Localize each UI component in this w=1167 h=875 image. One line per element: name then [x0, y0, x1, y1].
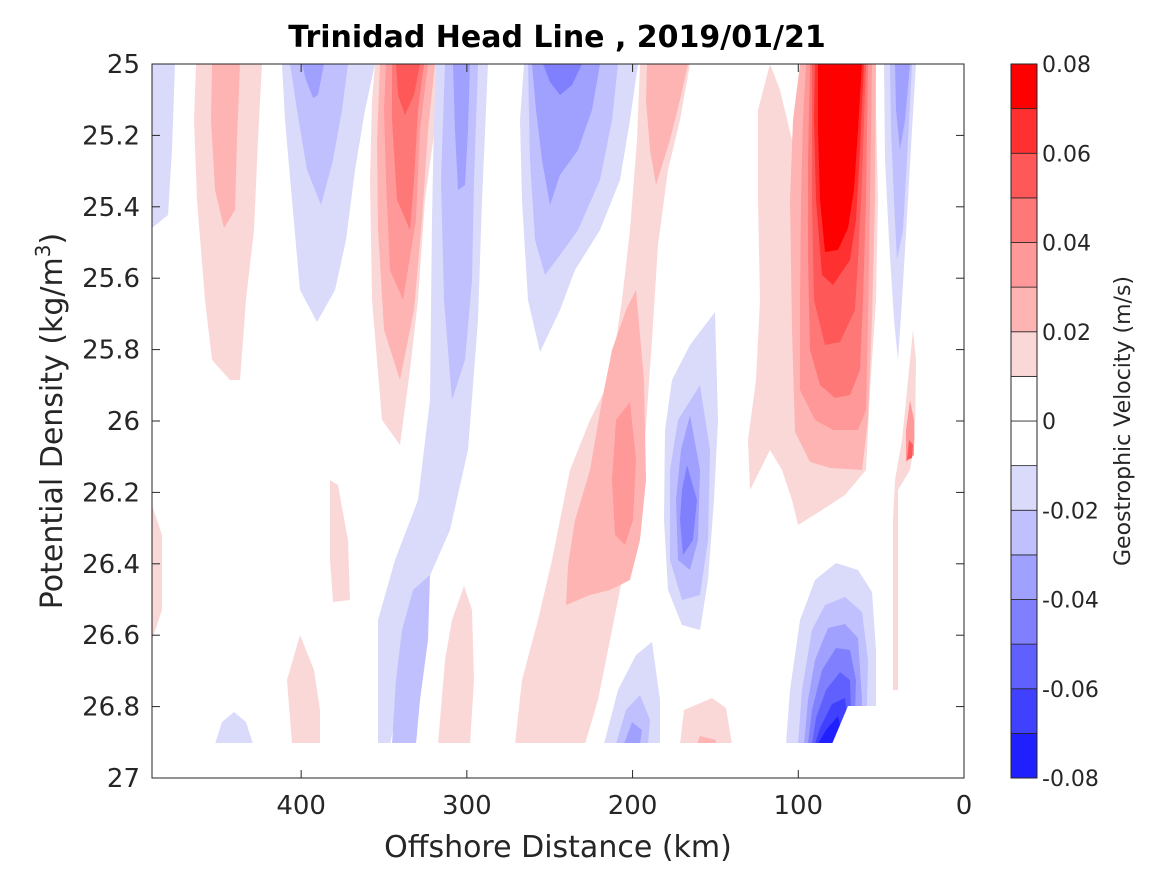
- contour-region: [194, 64, 262, 380]
- colorbar-swatch: [1010, 152, 1038, 199]
- contour-region: [152, 64, 175, 228]
- y-tick-label: 26.8: [82, 693, 140, 723]
- no-data-region: [152, 743, 964, 778]
- colorbar: 0.08 0.06 0.04 0.02 0 -0.02 -0.04 -0.06 -0.08: [1010, 53, 1099, 792]
- y-tick-label: 26.2: [82, 478, 140, 508]
- colorbar-tick-label: -0.06: [1042, 678, 1099, 703]
- contour-region: [302, 64, 324, 98]
- x-tick-label: 200: [608, 791, 658, 821]
- chart-title: Trinidad Head Line , 2019/01/21: [288, 20, 825, 55]
- x-axis-label: Offshore Distance (km): [384, 830, 732, 865]
- contour-region: [152, 505, 162, 640]
- y-tick-label: 25: [107, 50, 140, 80]
- contour-region: [532, 64, 600, 205]
- contour-region: [907, 440, 913, 460]
- contour-region: [646, 64, 688, 185]
- y-axis-label-end: ): [35, 233, 70, 245]
- contour-region: [392, 64, 424, 230]
- y-tick-label: 26.4: [82, 550, 140, 580]
- colorbar-tick-label: 0.08: [1042, 53, 1091, 78]
- contour-region: [330, 480, 350, 602]
- contour-field: [152, 64, 964, 778]
- y-tick-label: 27: [107, 764, 140, 794]
- colorbar-swatch: [1010, 197, 1038, 243]
- contour-region: [215, 712, 253, 744]
- colorbar-swatch: [1010, 465, 1038, 511]
- x-tick-label: 300: [442, 791, 492, 821]
- y-tick-label: 26.6: [82, 621, 140, 651]
- plot-axes: 400 300 200 100 0 25 25.2 25.4 25.6 25.8 26 26.2 26.…: [82, 50, 972, 821]
- colorbar-label: Geostrophic Velocity (m/s): [1111, 276, 1136, 566]
- colorbar-swatch: [1010, 688, 1038, 734]
- y-tick-label: 25.4: [82, 193, 140, 223]
- contour-region: [543, 64, 582, 95]
- colorbar-tick-label: 0: [1042, 410, 1056, 435]
- contour-region: [211, 64, 240, 228]
- contour-region: [290, 64, 348, 205]
- x-tick-label: 400: [276, 791, 326, 821]
- y-axis-label-superscript: 3: [31, 244, 55, 257]
- colorbar-tick-label: -0.02: [1042, 499, 1099, 524]
- colorbar-tick-label: 0.06: [1042, 142, 1091, 167]
- contour-region: [392, 575, 430, 744]
- contour-region: [396, 64, 420, 115]
- colorbar-swatch: [1010, 732, 1038, 779]
- x-tick-label: 0: [956, 791, 973, 821]
- colorbar-tick-label: -0.08: [1042, 767, 1099, 792]
- colorbar-tick-label: 0.02: [1042, 321, 1091, 346]
- contour-region: [895, 64, 910, 150]
- contour-region: [287, 635, 320, 744]
- colorbar-tick-label: 0.04: [1042, 232, 1091, 257]
- colorbar-swatch: [1010, 331, 1038, 377]
- x-tick-label: 100: [773, 791, 823, 821]
- contour-region: [832, 706, 880, 744]
- contour-region: [680, 698, 732, 744]
- y-tick-label: 25.6: [82, 264, 140, 294]
- contour-region: [818, 64, 862, 252]
- colorbar-frame: [1010, 63, 1038, 779]
- contour-region: [438, 586, 474, 744]
- contour-region: [890, 64, 912, 260]
- colorbar-swatch: [1010, 420, 1038, 467]
- contour-region: [697, 736, 716, 744]
- contour-region: [441, 64, 478, 400]
- colorbar-swatch: [1010, 509, 1038, 556]
- contour-region: [624, 722, 642, 744]
- contour-region: [680, 465, 697, 555]
- colorbar-swatch: [1010, 375, 1038, 422]
- y-tick-label: 26: [107, 407, 140, 437]
- colorbar-swatch: [1010, 554, 1038, 600]
- y-axis-label: Potential Density (kg/m3): [31, 233, 70, 609]
- colorbar-swatch: [1010, 286, 1038, 333]
- colorbar-swatch: [1010, 108, 1038, 154]
- y-tick-label: 25.8: [82, 336, 140, 366]
- contour-region: [612, 402, 636, 545]
- colorbar-swatch: [1010, 643, 1038, 690]
- colorbar-swatch: [1010, 242, 1038, 288]
- y-axis-label-main: Potential Density (kg/m: [35, 257, 70, 609]
- colorbar-swatch: [1010, 63, 1038, 110]
- contour-region: [453, 64, 470, 190]
- colorbar-swatch: [1010, 599, 1038, 645]
- y-tick-label: 25.2: [82, 121, 140, 151]
- colorbar-tick-label: -0.04: [1042, 589, 1099, 614]
